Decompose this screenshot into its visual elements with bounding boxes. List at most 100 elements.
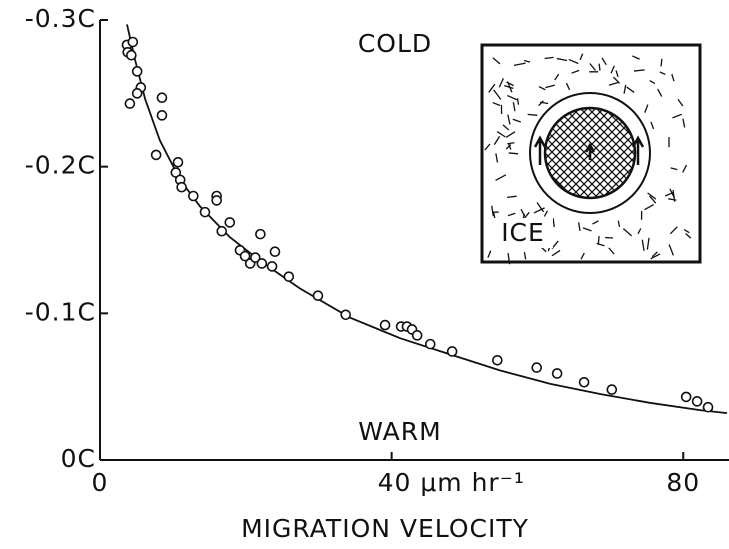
data-point (424, 338, 436, 350)
ice-dash (637, 228, 642, 235)
ice-dash (612, 76, 621, 84)
ice-dash (668, 198, 677, 201)
data-point (127, 36, 139, 48)
ice-dash (615, 70, 619, 77)
ice-dash (644, 104, 649, 113)
ice-dash (622, 228, 633, 237)
ice-dash (536, 202, 545, 213)
data-point (199, 206, 211, 218)
ice-dash (579, 53, 584, 61)
data-point (249, 252, 261, 263)
annotation-cold: COLD (358, 29, 432, 58)
ice-dash (685, 232, 692, 239)
ice-dash (545, 84, 555, 89)
ice-dash (506, 81, 514, 87)
data-point (239, 250, 251, 262)
data-point (172, 156, 184, 168)
arrows (533, 135, 645, 165)
ice-dash (512, 118, 522, 123)
ice-dash (507, 212, 516, 217)
ice-dash (487, 250, 492, 258)
ice-dash (538, 86, 546, 91)
data-point (211, 195, 222, 206)
ice-dash (649, 195, 657, 204)
ice-dash (626, 86, 635, 93)
ice-dash (492, 101, 501, 107)
ice-dash (580, 252, 585, 260)
ice-dash (495, 153, 499, 163)
data-point (411, 330, 423, 341)
data-point (691, 396, 703, 407)
label-bg (493, 218, 553, 248)
ice-dash (488, 83, 496, 93)
ice-dash (495, 174, 507, 182)
ice-texture (484, 53, 692, 265)
ice-dash (651, 251, 658, 258)
ice-dash (538, 100, 544, 107)
ice-dash (659, 71, 666, 76)
y-tick-label: -0.2C (25, 151, 96, 180)
data-point (156, 110, 168, 121)
ice-dash (650, 121, 655, 130)
y-tick-label: -0.1C (25, 297, 96, 326)
ice-dash (641, 239, 645, 251)
ice-dash (565, 82, 571, 91)
ice-dash (646, 237, 650, 250)
ice-dash (596, 242, 605, 247)
ice-dash (506, 195, 517, 199)
ice-dash (671, 73, 675, 82)
data-point (150, 149, 162, 161)
data-point (340, 309, 351, 321)
ice-dash (610, 65, 615, 74)
ice-dash (539, 101, 549, 105)
ice-dash (582, 227, 592, 232)
ice-dash (682, 164, 688, 173)
ice-dash (617, 220, 621, 228)
ice-dash (669, 226, 678, 235)
ice-dash (672, 113, 682, 119)
ice-dash (544, 56, 554, 60)
ice-dash (632, 55, 640, 60)
data-point (176, 181, 187, 193)
ice-dash (508, 152, 519, 155)
ice-dash (644, 203, 654, 211)
ice-dash (554, 73, 560, 81)
data-point (156, 92, 168, 104)
data-point (256, 258, 268, 269)
annotation-ice: ICE (501, 218, 545, 247)
ice-dash (668, 244, 674, 256)
ice-dash (513, 62, 526, 66)
ice-dash (608, 81, 618, 86)
data-point (131, 66, 143, 77)
inset-diagram: ICE (480, 43, 702, 265)
ice-dash (657, 88, 663, 97)
ice-dash (507, 253, 511, 265)
ice-dash (505, 144, 512, 150)
ice-dash (589, 63, 596, 71)
data-point (606, 384, 618, 395)
ice-dash (484, 143, 491, 151)
ice-dash (507, 143, 512, 150)
ice-dash (597, 235, 600, 245)
data-point (255, 228, 266, 240)
ice-dash (571, 69, 580, 74)
data-point (680, 391, 692, 403)
ice-dash (516, 98, 520, 105)
x-tick-label: 80 (666, 468, 700, 497)
ice-dash (683, 229, 690, 234)
ice-dash (647, 192, 657, 200)
ice-dash (598, 63, 601, 71)
ice-dash (660, 58, 663, 67)
ice-dash (507, 94, 518, 101)
ice-dash (496, 131, 506, 138)
data-point (224, 217, 236, 228)
data-point (131, 88, 143, 99)
ice-dash (507, 114, 511, 125)
ice-dash (608, 247, 615, 255)
data-point (702, 401, 714, 413)
ice-dash (505, 131, 516, 138)
data-point (266, 261, 278, 272)
annotation-warm: WARM (358, 417, 441, 446)
y-tick-label: 0C (61, 444, 96, 473)
ice-dash (568, 58, 579, 65)
